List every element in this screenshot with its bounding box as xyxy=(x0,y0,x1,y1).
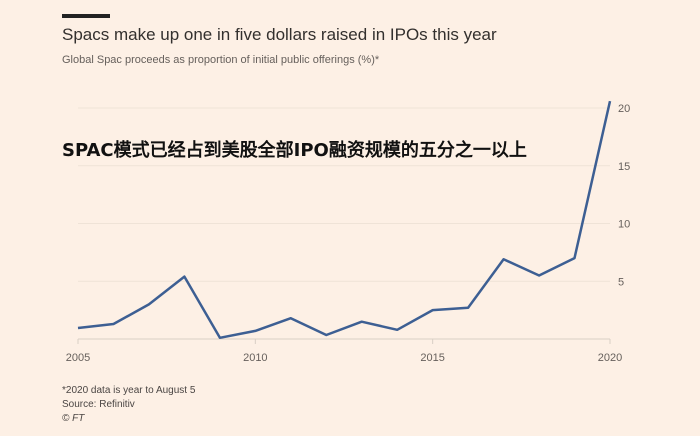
series-line xyxy=(77,100,612,340)
x-tick-label: 2020 xyxy=(598,352,622,364)
chart-subtitle: Global Spac proceeds as proportion of in… xyxy=(62,54,380,66)
y-tick-label: 10 xyxy=(618,219,630,231)
chart-title: Spacs make up one in five dollars raised… xyxy=(62,25,497,44)
y-tick-label: 20 xyxy=(618,103,630,115)
y-tick-label: 5 xyxy=(618,276,624,288)
y-tick-label: 15 xyxy=(618,161,630,173)
x-tick-label: 2010 xyxy=(243,352,267,364)
footnote: *2020 data is year to August 5 xyxy=(62,385,196,396)
credit: © FT xyxy=(62,413,85,424)
chart-annotation: SPAC模式已经占到美股全部IPO融资规模的五分之一以上 xyxy=(62,140,527,161)
source-note: Source: Refinitiv xyxy=(62,399,135,410)
x-tick-label: 2015 xyxy=(420,352,444,364)
title-accent-bar xyxy=(62,14,110,18)
x-tick-label: 2005 xyxy=(66,352,90,364)
